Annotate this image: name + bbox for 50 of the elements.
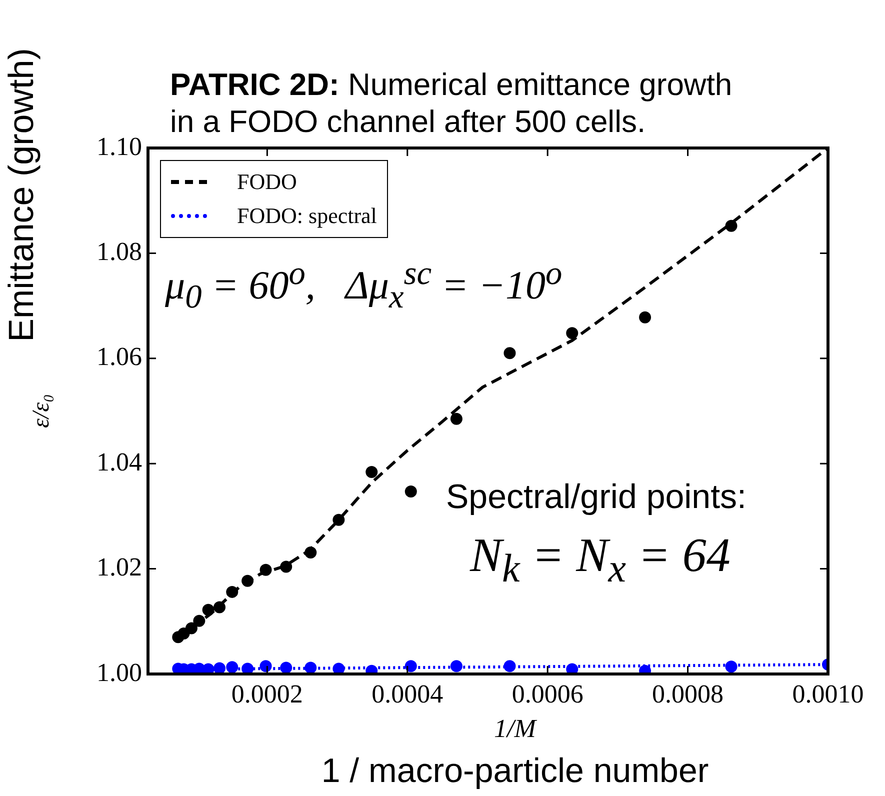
- point: [404, 660, 417, 672]
- point: [566, 663, 578, 674]
- point: [332, 514, 345, 526]
- y-tick-label: 1.02: [96, 552, 142, 582]
- x-tick-label: 0.0006: [512, 679, 584, 708]
- x-tick-label: 0.0002: [231, 679, 303, 708]
- point: [260, 564, 272, 576]
- point: [332, 662, 345, 674]
- text: Emittance (growth): [2, 48, 42, 342]
- annotation: Spectral/grid points:: [446, 478, 746, 517]
- y-tick-label: 1.10: [96, 132, 142, 161]
- x-tick-label: 0.0004: [372, 679, 444, 708]
- point: [280, 662, 292, 674]
- point: [226, 661, 238, 674]
- point: [242, 662, 254, 674]
- point: [725, 660, 738, 673]
- point: [725, 220, 738, 232]
- legend-label: FODO: spectral: [237, 203, 377, 229]
- point: [214, 662, 226, 674]
- point: [214, 601, 226, 614]
- point: [450, 660, 462, 672]
- x-axis-title: 1/M: [493, 714, 538, 744]
- y-tick-label: 1.00: [96, 658, 142, 687]
- point: [366, 466, 378, 478]
- point: [226, 586, 238, 598]
- x-tick-label: 0.0008: [652, 679, 724, 708]
- text: μ$_{0}$ = 60$^{o}$, Δμ$_{x}$$^{sc}$ = −10$^{o}$: [165, 255, 562, 316]
- legend-label: FODO: [237, 169, 297, 195]
- y-tick-label: 1.06: [96, 342, 142, 372]
- y-tick-label: 1.08: [96, 237, 142, 266]
- point: [304, 546, 317, 558]
- annotation: N$_{k}$ = N$_{x}$ = 64: [470, 528, 730, 592]
- point: [242, 574, 254, 587]
- point: [639, 311, 652, 324]
- point: [404, 485, 417, 498]
- point: [504, 347, 516, 360]
- point: [566, 327, 578, 340]
- point: [450, 412, 462, 425]
- point: [304, 662, 317, 674]
- text: 1 / macro-particle number: [321, 752, 709, 791]
- y-tick-label: 1.04: [96, 447, 142, 476]
- point: [280, 560, 292, 573]
- point: [504, 660, 516, 672]
- x-tick-label: 0.0010: [792, 679, 864, 708]
- chart-title: PATRIC 2D: Numerical emittance growth in a FODO channel after 500 cells.: [170, 67, 732, 139]
- point: [185, 622, 198, 634]
- point: [260, 660, 272, 672]
- y-axis-title: ε/ε₀: [28, 394, 56, 428]
- point: [202, 604, 214, 616]
- point: [193, 614, 206, 627]
